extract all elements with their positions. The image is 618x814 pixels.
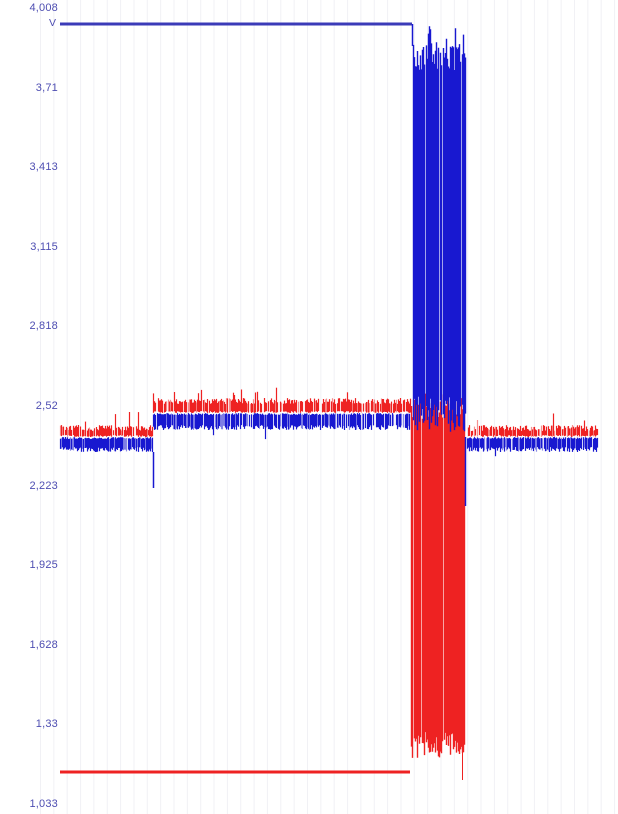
y-axis-tick-label: 2,223 (29, 479, 58, 492)
y-axis-tick-label: 3,413 (29, 161, 58, 174)
y-axis-tick-label: 3,71 (35, 81, 58, 94)
y-axis-tick-label: 1,33 (35, 718, 58, 731)
y-axis-tick-label: 2,52 (35, 400, 58, 412)
y-axis-tick-label: 1,925 (29, 559, 58, 572)
y-axis-tick-label: 2,818 (29, 320, 58, 333)
y-axis-tick-label: 1,628 (29, 638, 58, 651)
y-axis-tick-label: 4,008 (29, 2, 58, 14)
y-axis-tick-label: 3,115 (30, 240, 58, 253)
y-axis-tick-label: 1,033 (29, 798, 58, 810)
y-axis-unit-label: V (48, 17, 56, 29)
